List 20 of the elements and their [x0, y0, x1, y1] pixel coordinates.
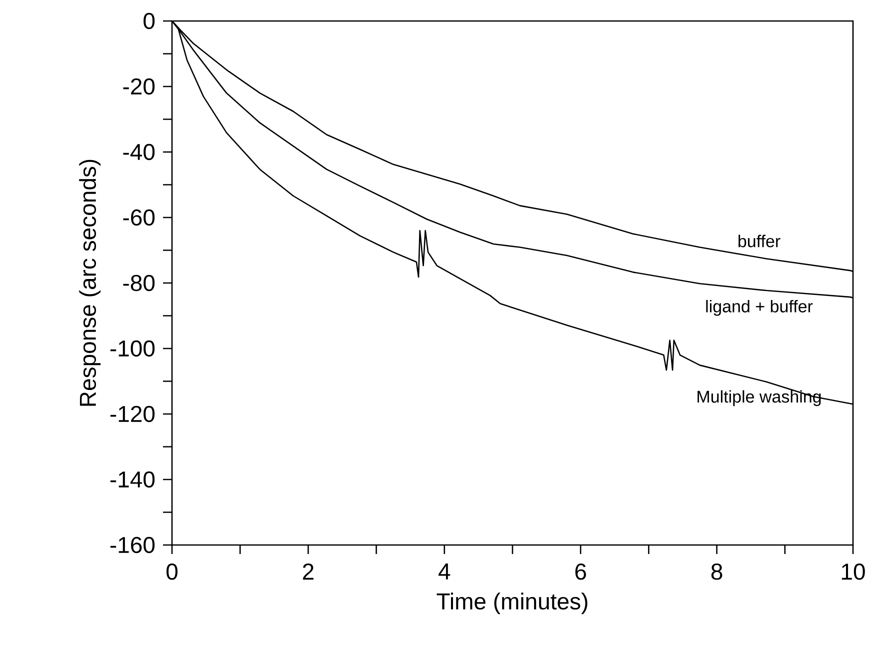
x-tick-label: 2	[302, 564, 314, 580]
y-tick-label: -100	[110, 340, 155, 357]
y-tick-label: -160	[110, 536, 155, 554]
x-tick-label: 6	[575, 564, 586, 580]
y-tick-label: -120	[110, 406, 155, 422]
x-axis-title: Time (minutes)	[436, 592, 588, 614]
y-tick-label: -20	[123, 78, 155, 95]
series-label: buffer	[738, 234, 780, 248]
x-tick-label: 4	[438, 564, 450, 580]
y-axis-title: Response (arc seconds)	[79, 160, 101, 406]
y-tick-label: -60	[123, 209, 155, 226]
x-tick-label: 8	[711, 564, 722, 580]
x-tick-label: 0	[166, 564, 178, 580]
y-tick-label: -40	[123, 144, 155, 160]
series-label: ligand + buffer	[706, 300, 813, 316]
y-tick-label: -140	[110, 471, 155, 488]
x-tick-label: 10	[842, 564, 865, 580]
y-tick-label: 0	[144, 12, 155, 30]
series-label: Multiple washing	[698, 390, 821, 406]
y-tick-label: -80	[123, 274, 155, 292]
